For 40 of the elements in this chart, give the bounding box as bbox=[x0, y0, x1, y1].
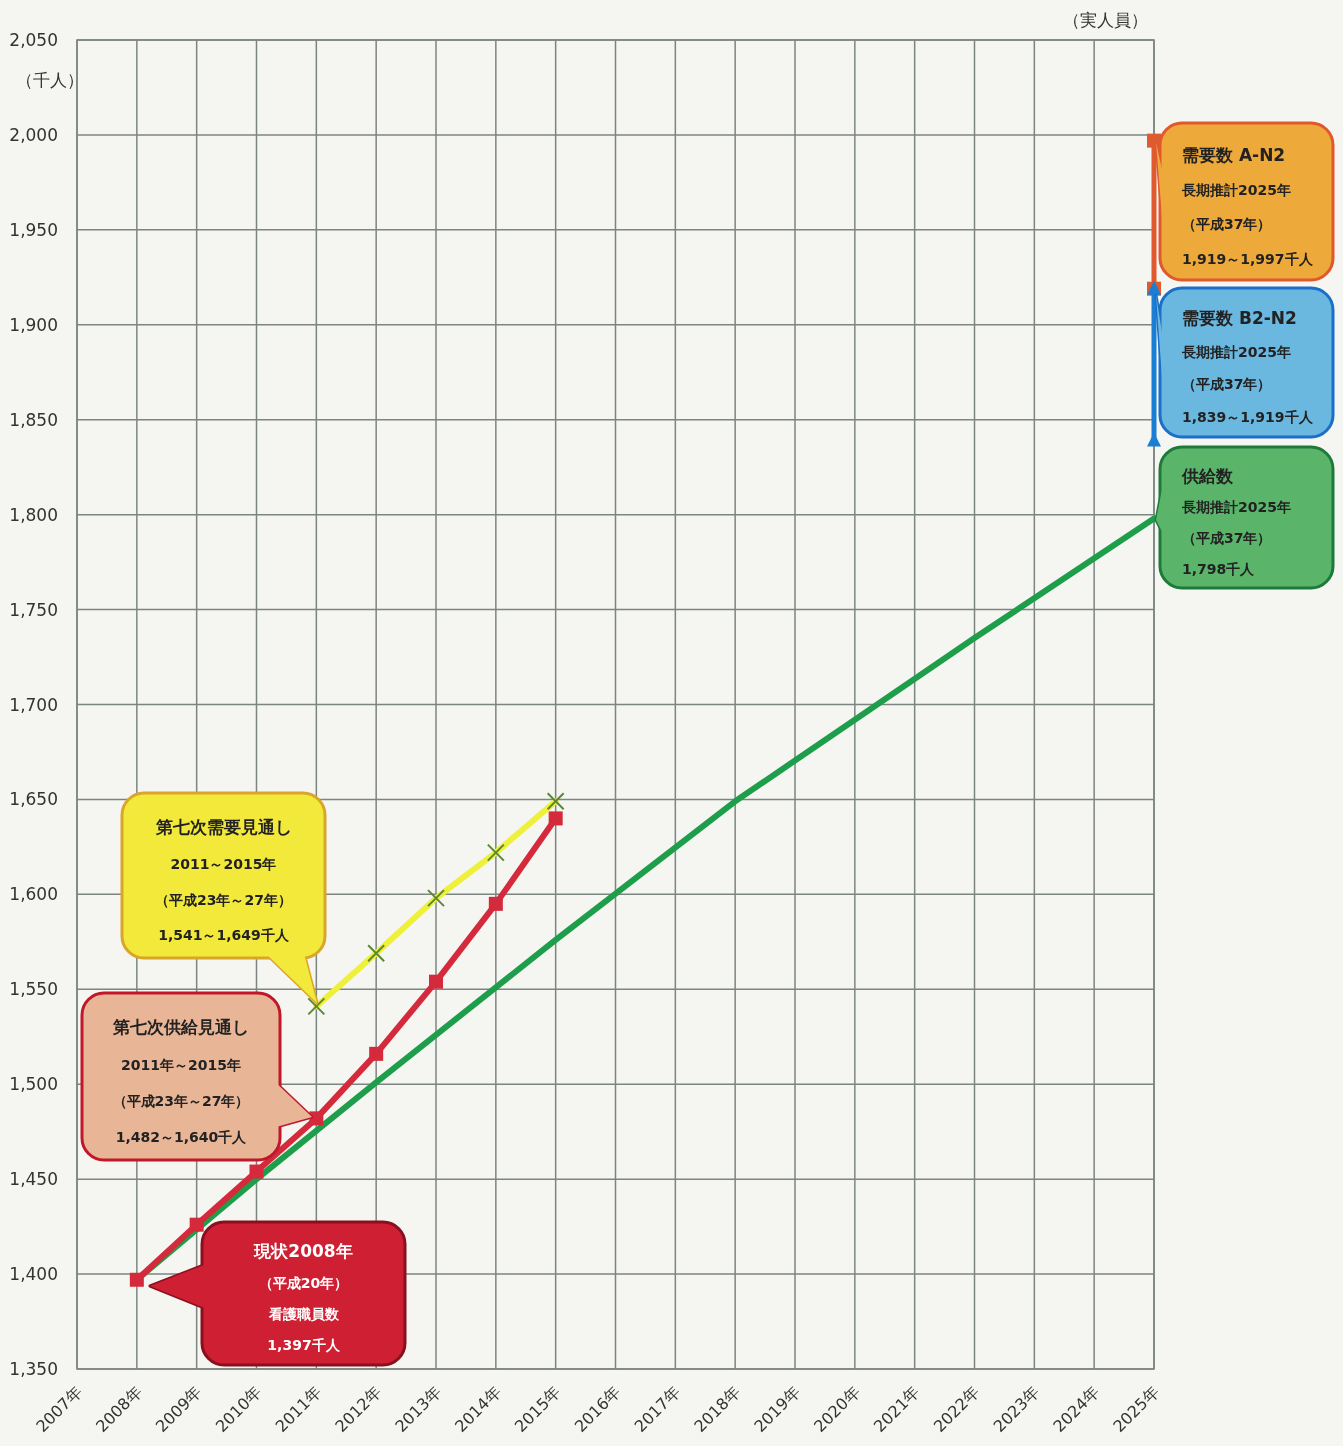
annotation: 1,482～1,640千人 bbox=[115, 1129, 248, 1146]
annotation: 2011年～2015年 bbox=[121, 1056, 241, 1073]
point bbox=[129, 1272, 144, 1287]
y-axis-title: （千人） bbox=[16, 70, 84, 90]
annotation: （平成23年～27年） bbox=[112, 1092, 250, 1109]
point bbox=[309, 1111, 324, 1126]
callout: 供給数 長期推計2025年 （平成37年） 1,798千人 bbox=[1154, 445, 1335, 590]
y-tick-label: 2,050 bbox=[9, 30, 58, 50]
y-tick-label: 1,450 bbox=[9, 1169, 58, 1190]
point bbox=[488, 896, 503, 911]
y-tick-label: 1,600 bbox=[9, 884, 58, 905]
annotation: 2011～2015年 bbox=[170, 855, 277, 872]
callout: 需要数 A-N2 長期推計2025年 （平成37年） 1,919～1,997千人 bbox=[1154, 121, 1335, 282]
y-tick-label: 2,000 bbox=[9, 124, 58, 145]
point bbox=[249, 1164, 264, 1179]
point bbox=[369, 1046, 384, 1061]
y-tick-label: 1,500 bbox=[9, 1074, 58, 1095]
y-tick-label: 1,750 bbox=[9, 599, 58, 620]
annotation: 1,397千人 bbox=[267, 1337, 341, 1354]
y-tick-label: 1,650 bbox=[9, 789, 58, 810]
y-tick-label: 1,800 bbox=[9, 504, 58, 525]
annotation: 看護職員数 bbox=[267, 1306, 340, 1323]
point bbox=[189, 1217, 204, 1232]
point bbox=[429, 974, 443, 989]
y-tick-label: 1,350 bbox=[9, 1359, 58, 1379]
text: （実人員） bbox=[1063, 10, 1148, 30]
point bbox=[548, 811, 563, 826]
annotation: 第七次需要見通し bbox=[154, 816, 292, 837]
annotation: 1,541～1,649千人 bbox=[158, 927, 290, 944]
annotation: （平成20年） bbox=[258, 1275, 349, 1292]
annotation: （平成23年～27年） bbox=[155, 891, 292, 908]
y-tick-label: 1,950 bbox=[9, 219, 58, 240]
y-tick-label: 1,850 bbox=[9, 409, 58, 430]
callout: 需要数 B2-N2 長期推計2025年 （平成37年） 1,839～1,919千人 bbox=[1154, 286, 1335, 439]
y-tick-label: 1,900 bbox=[9, 314, 58, 335]
y-tick-label: 1,700 bbox=[9, 694, 58, 715]
y-tick-label: 1,400 bbox=[9, 1264, 58, 1285]
annotation: 現状2008年 bbox=[253, 1241, 353, 1262]
annotation: 第七次供給見通し bbox=[112, 1017, 249, 1038]
y-tick-label: 1,550 bbox=[9, 979, 58, 1000]
